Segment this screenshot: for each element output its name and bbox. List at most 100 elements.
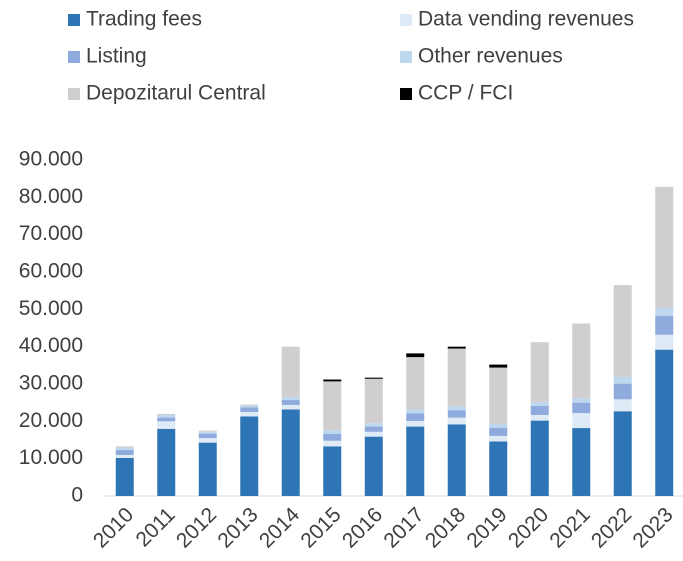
bar-segment — [406, 353, 425, 358]
bar-segment — [364, 431, 383, 437]
x-tick-label: 2023 — [628, 503, 677, 552]
x-tick-label: 2021 — [545, 503, 594, 552]
bar-segment — [406, 420, 425, 427]
x-tick-label: 2012 — [172, 503, 221, 552]
bar-segment — [364, 378, 383, 424]
x-tick-label: 2010 — [89, 503, 138, 552]
bar-segment — [447, 417, 466, 425]
bar-segment — [572, 413, 591, 429]
bar-segment — [364, 436, 383, 496]
bar-segment — [323, 381, 342, 431]
bar-segment — [198, 438, 217, 443]
x-tick-label: 2014 — [255, 503, 305, 553]
bar-segment — [572, 323, 591, 399]
bar-segment — [447, 424, 466, 496]
bar-segment — [198, 442, 217, 496]
bar-segment — [489, 441, 508, 496]
bar-segment — [198, 431, 217, 434]
x-tick-label: 2022 — [587, 503, 636, 552]
bar-segment — [157, 417, 176, 422]
bar-segment — [364, 423, 383, 427]
bar-segment — [281, 409, 300, 496]
y-tick-label: 80.000 — [19, 185, 83, 208]
bar-segment — [406, 413, 425, 421]
bar-segment — [115, 447, 134, 451]
legend-swatch — [68, 88, 80, 100]
bar-segment — [530, 406, 549, 415]
legend-swatch — [68, 51, 80, 63]
bar-segment — [489, 364, 508, 368]
legend-swatch — [400, 88, 412, 100]
legend-swatch — [400, 51, 412, 63]
bar-segment — [323, 379, 342, 382]
bar-segment — [572, 398, 591, 403]
bar-segment — [198, 430, 217, 432]
x-tick-label: 2016 — [338, 503, 387, 552]
bar-segment — [530, 414, 549, 421]
bar-segment — [613, 376, 632, 384]
bar-segment — [489, 435, 508, 442]
bar-segment — [489, 367, 508, 424]
bar-segment — [613, 285, 632, 377]
x-tick-label: 2015 — [296, 503, 345, 552]
legend-swatch — [400, 14, 412, 26]
bar-segment — [240, 412, 259, 417]
bar-segment — [115, 454, 134, 458]
bar-segment — [406, 409, 425, 414]
x-tick-label: 2017 — [379, 503, 428, 552]
bar-segment — [240, 416, 259, 496]
bar-segment — [240, 404, 259, 406]
bar-segment — [572, 428, 591, 496]
bar-segment — [530, 420, 549, 496]
bar-segment — [240, 407, 259, 412]
bar-segment — [489, 423, 508, 428]
bar-segment — [281, 400, 300, 405]
bar-segment — [364, 377, 383, 379]
x-tick-label: 2011 — [132, 503, 180, 551]
bar-segment — [655, 316, 674, 335]
bar-segment — [157, 413, 176, 415]
bar-segment — [406, 426, 425, 496]
bar-segment — [198, 433, 217, 439]
y-tick-label: 20.000 — [19, 409, 83, 432]
bar-segment — [281, 396, 300, 401]
legend-label: Trading fees — [86, 8, 202, 31]
x-tick-label: 2013 — [213, 503, 262, 552]
x-tick-label: 2019 — [462, 503, 511, 552]
y-tick-label: 40.000 — [19, 334, 83, 357]
bar-segment — [655, 186, 674, 308]
bar-segment — [655, 349, 674, 496]
bar-segment — [240, 405, 259, 408]
bar-segment — [157, 414, 176, 418]
y-tick-label: 70.000 — [19, 222, 83, 245]
y-tick-label: 10.000 — [19, 446, 83, 469]
bar-segment — [281, 346, 300, 397]
bar-segment — [613, 399, 632, 412]
legend-swatch — [68, 14, 80, 26]
y-tick-label: 30.000 — [19, 372, 83, 395]
x-tick-label: 2020 — [504, 503, 553, 552]
bar-segment — [406, 357, 425, 410]
bar-segment — [655, 334, 674, 350]
bar-segment — [447, 348, 466, 407]
bar-segment — [530, 342, 549, 402]
bar-segment — [447, 346, 466, 349]
bar-segment — [157, 421, 176, 429]
bar-segment — [655, 307, 674, 317]
bar-segment — [323, 434, 342, 441]
bar-segment — [613, 411, 632, 496]
bar-segment — [572, 402, 591, 414]
legend-label: Listing — [86, 45, 147, 68]
bar-segment — [323, 430, 342, 435]
legend-label: Other revenues — [418, 45, 563, 68]
legend-label: CCP / FCI — [418, 82, 513, 105]
x-tick-label: 2018 — [421, 503, 470, 552]
y-tick-label: 90.000 — [19, 148, 83, 171]
legend-label: Depozitarul Central — [86, 82, 266, 105]
bar-segment — [613, 383, 632, 400]
bar-segment — [323, 440, 342, 447]
bar-segment — [115, 450, 134, 455]
y-tick-label: 50.000 — [19, 297, 83, 320]
bar-segment — [447, 410, 466, 418]
